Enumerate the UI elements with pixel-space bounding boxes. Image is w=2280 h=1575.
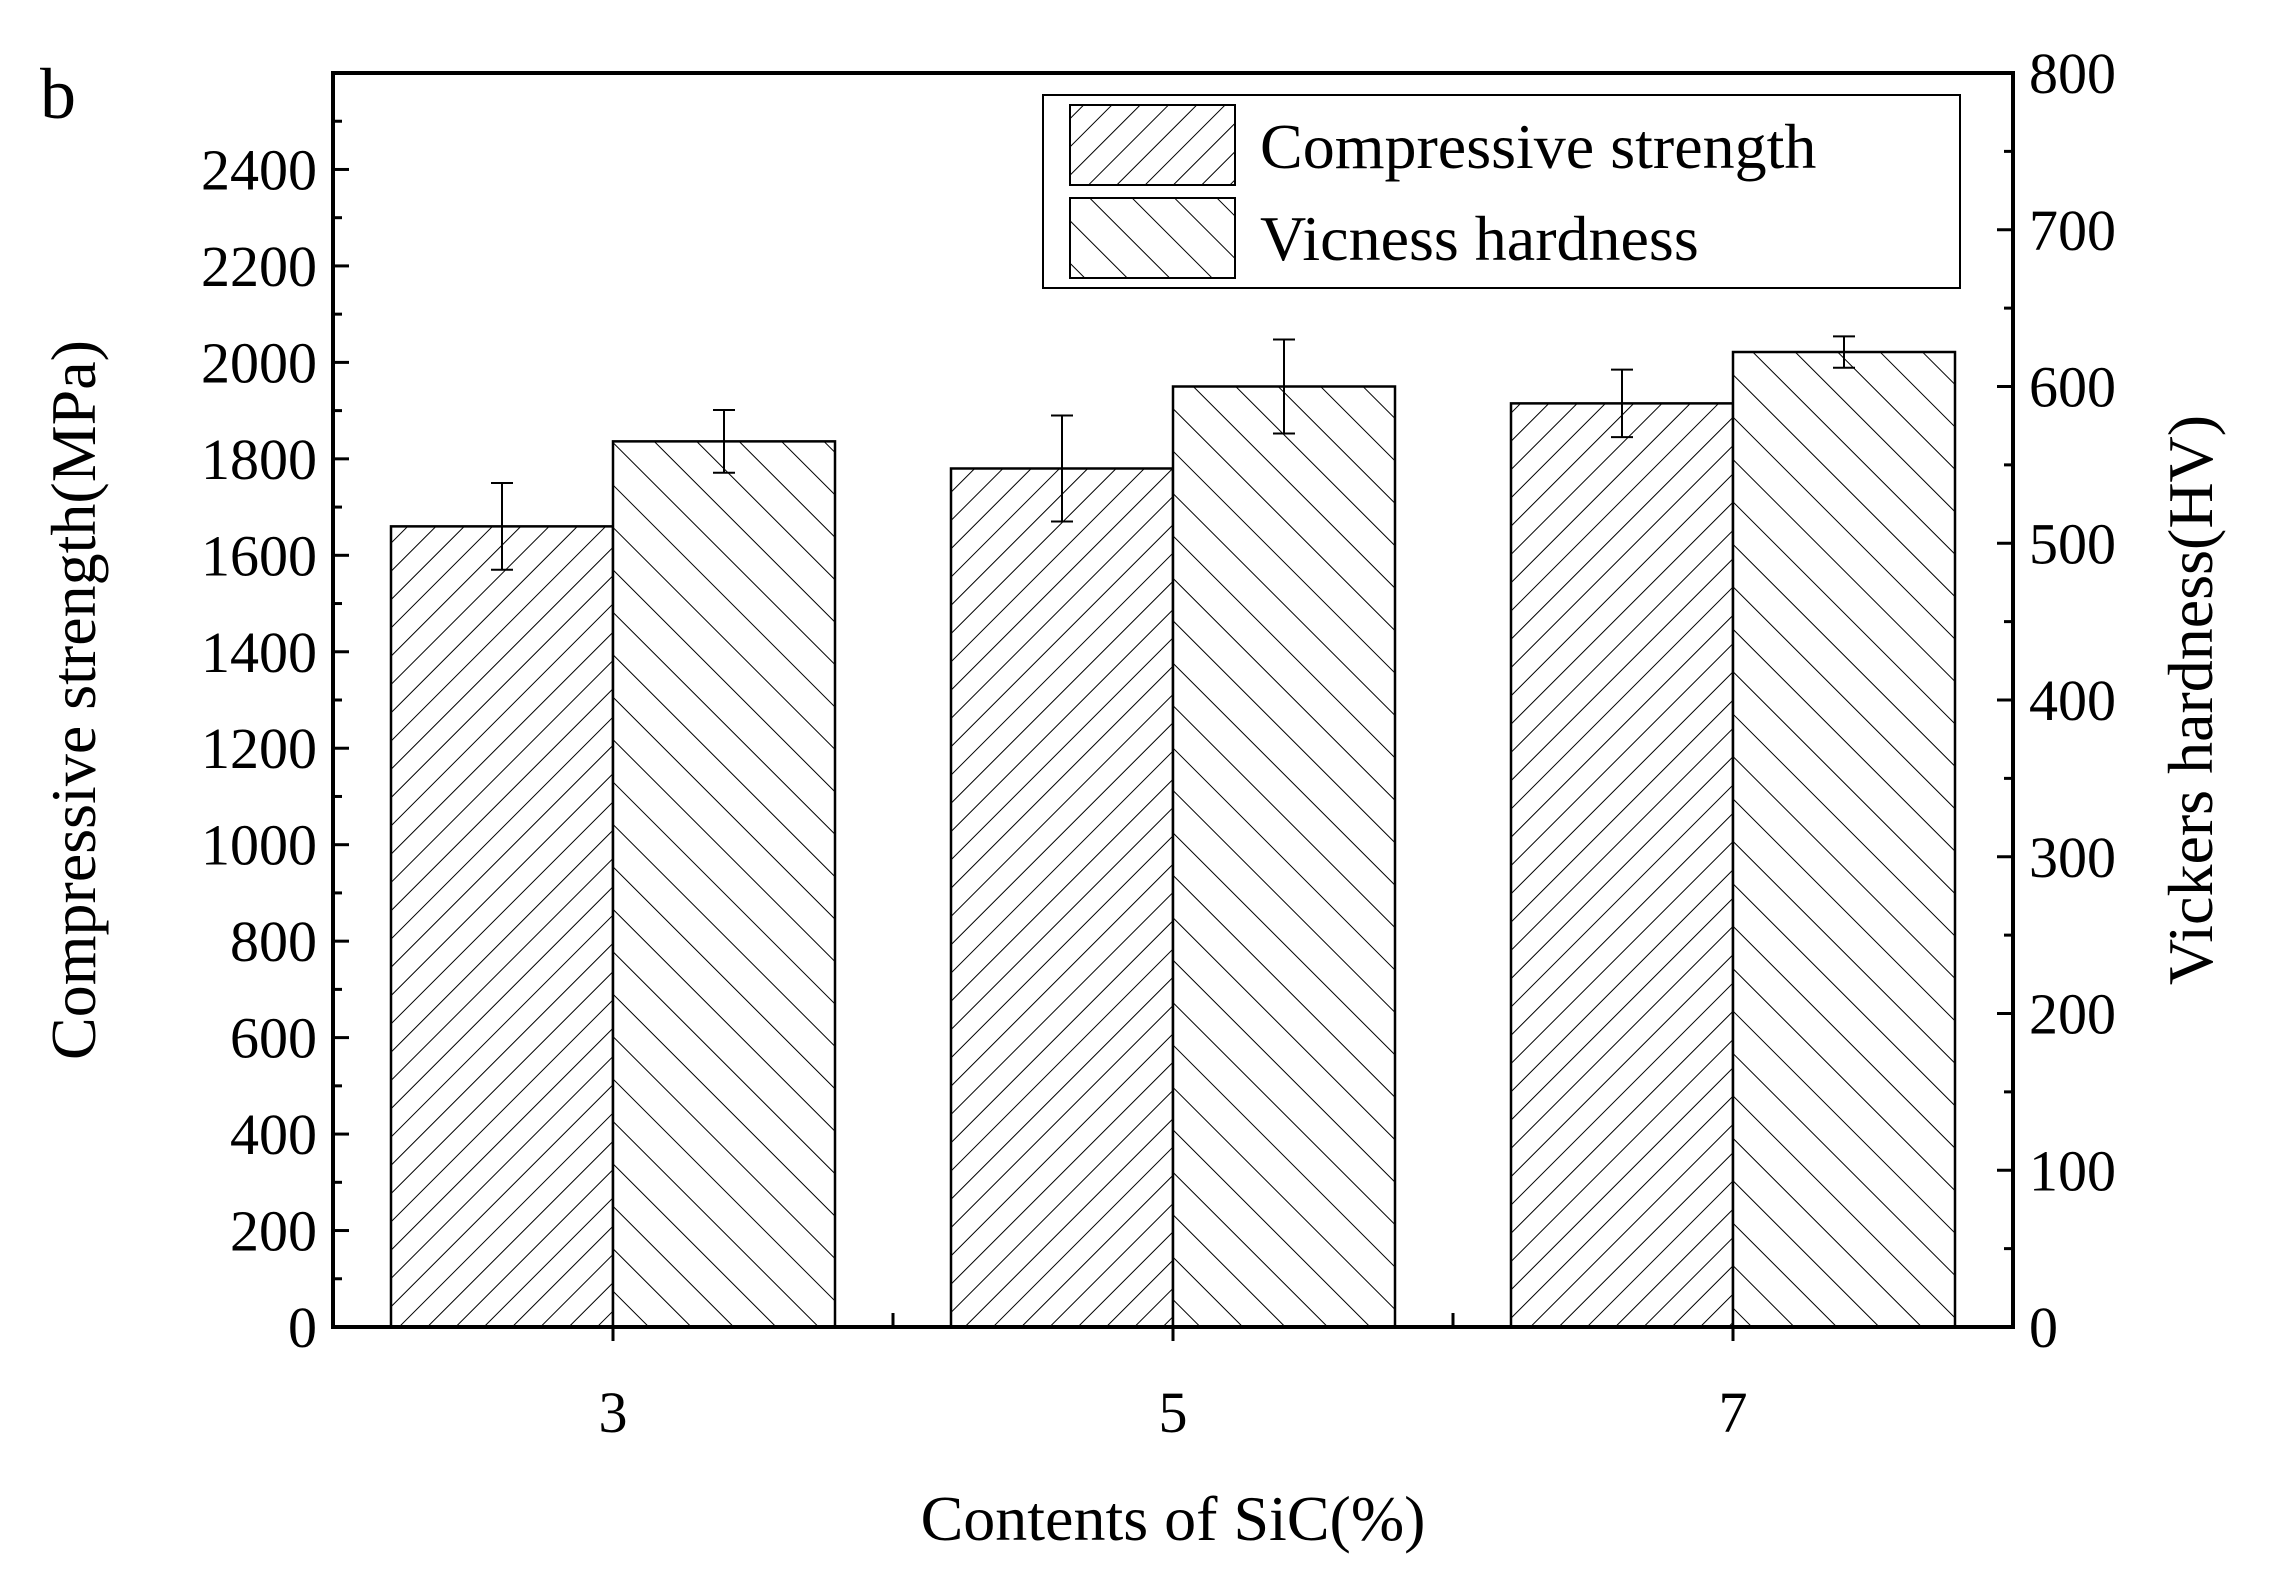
bar-compressive-strength-5 bbox=[949, 467, 1175, 1329]
y-tick-label: 1600 bbox=[201, 523, 317, 588]
bar-vicness-hardness-7 bbox=[1731, 350, 1957, 1329]
y-tick-label: 200 bbox=[230, 1199, 317, 1264]
y-tick-label: 2400 bbox=[201, 137, 317, 202]
error-bars-layer bbox=[491, 335, 1855, 571]
y2-tick-label: 800 bbox=[2029, 41, 2116, 106]
legend-label-vicness-hardness: Vicness hardness bbox=[1260, 203, 1699, 274]
axis-ticks-layer: 0200400600800100012001400160018002000220… bbox=[201, 41, 2116, 1445]
y-axis-title: Compressive strength(MPa) bbox=[38, 340, 109, 1060]
x-axis-title: Contents of SiC(%) bbox=[921, 1483, 1426, 1554]
legend-label-compressive-strength: Compressive strength bbox=[1260, 111, 1816, 182]
legend: Compressive strength Vicness hardness bbox=[1042, 94, 1961, 289]
y-tick-label: 1400 bbox=[201, 620, 317, 685]
bar-compressive-strength-3 bbox=[389, 525, 615, 1329]
y-tick-label: 1000 bbox=[201, 813, 317, 878]
y-tick-label: 800 bbox=[230, 909, 317, 974]
y-tick-label: 400 bbox=[230, 1102, 317, 1167]
x-tick-label: 7 bbox=[1719, 1380, 1748, 1445]
x-tick-label: 5 bbox=[1159, 1380, 1188, 1445]
bar-compressive-strength-7 bbox=[1509, 402, 1735, 1329]
bar-vicness-hardness-3 bbox=[611, 440, 837, 1329]
y2-tick-label: 200 bbox=[2029, 982, 2116, 1047]
bar-vicness-hardness-5 bbox=[1171, 385, 1397, 1329]
bars-layer bbox=[389, 350, 1957, 1329]
y2-tick-label: 700 bbox=[2029, 198, 2116, 263]
y-tick-label: 2000 bbox=[201, 330, 317, 395]
y2-axis-title: Vickers hardness(HV) bbox=[2155, 415, 2226, 985]
y2-tick-label: 300 bbox=[2029, 825, 2116, 890]
y2-tick-label: 500 bbox=[2029, 511, 2116, 576]
y2-tick-label: 100 bbox=[2029, 1138, 2116, 1203]
y2-tick-label: 600 bbox=[2029, 355, 2116, 420]
y-tick-label: 1800 bbox=[201, 427, 317, 492]
legend-swatch-vicness-hardness bbox=[1069, 197, 1236, 279]
x-tick-label: 3 bbox=[599, 1380, 628, 1445]
y-tick-label: 0 bbox=[288, 1295, 317, 1360]
y2-tick-label: 0 bbox=[2029, 1295, 2058, 1360]
y2-tick-label: 400 bbox=[2029, 668, 2116, 733]
legend-swatch-compressive-strength bbox=[1069, 104, 1236, 186]
y-tick-label: 600 bbox=[230, 1006, 317, 1071]
y-tick-label: 2200 bbox=[201, 234, 317, 299]
y-tick-label: 1200 bbox=[201, 716, 317, 781]
panel-label: b bbox=[40, 54, 76, 134]
